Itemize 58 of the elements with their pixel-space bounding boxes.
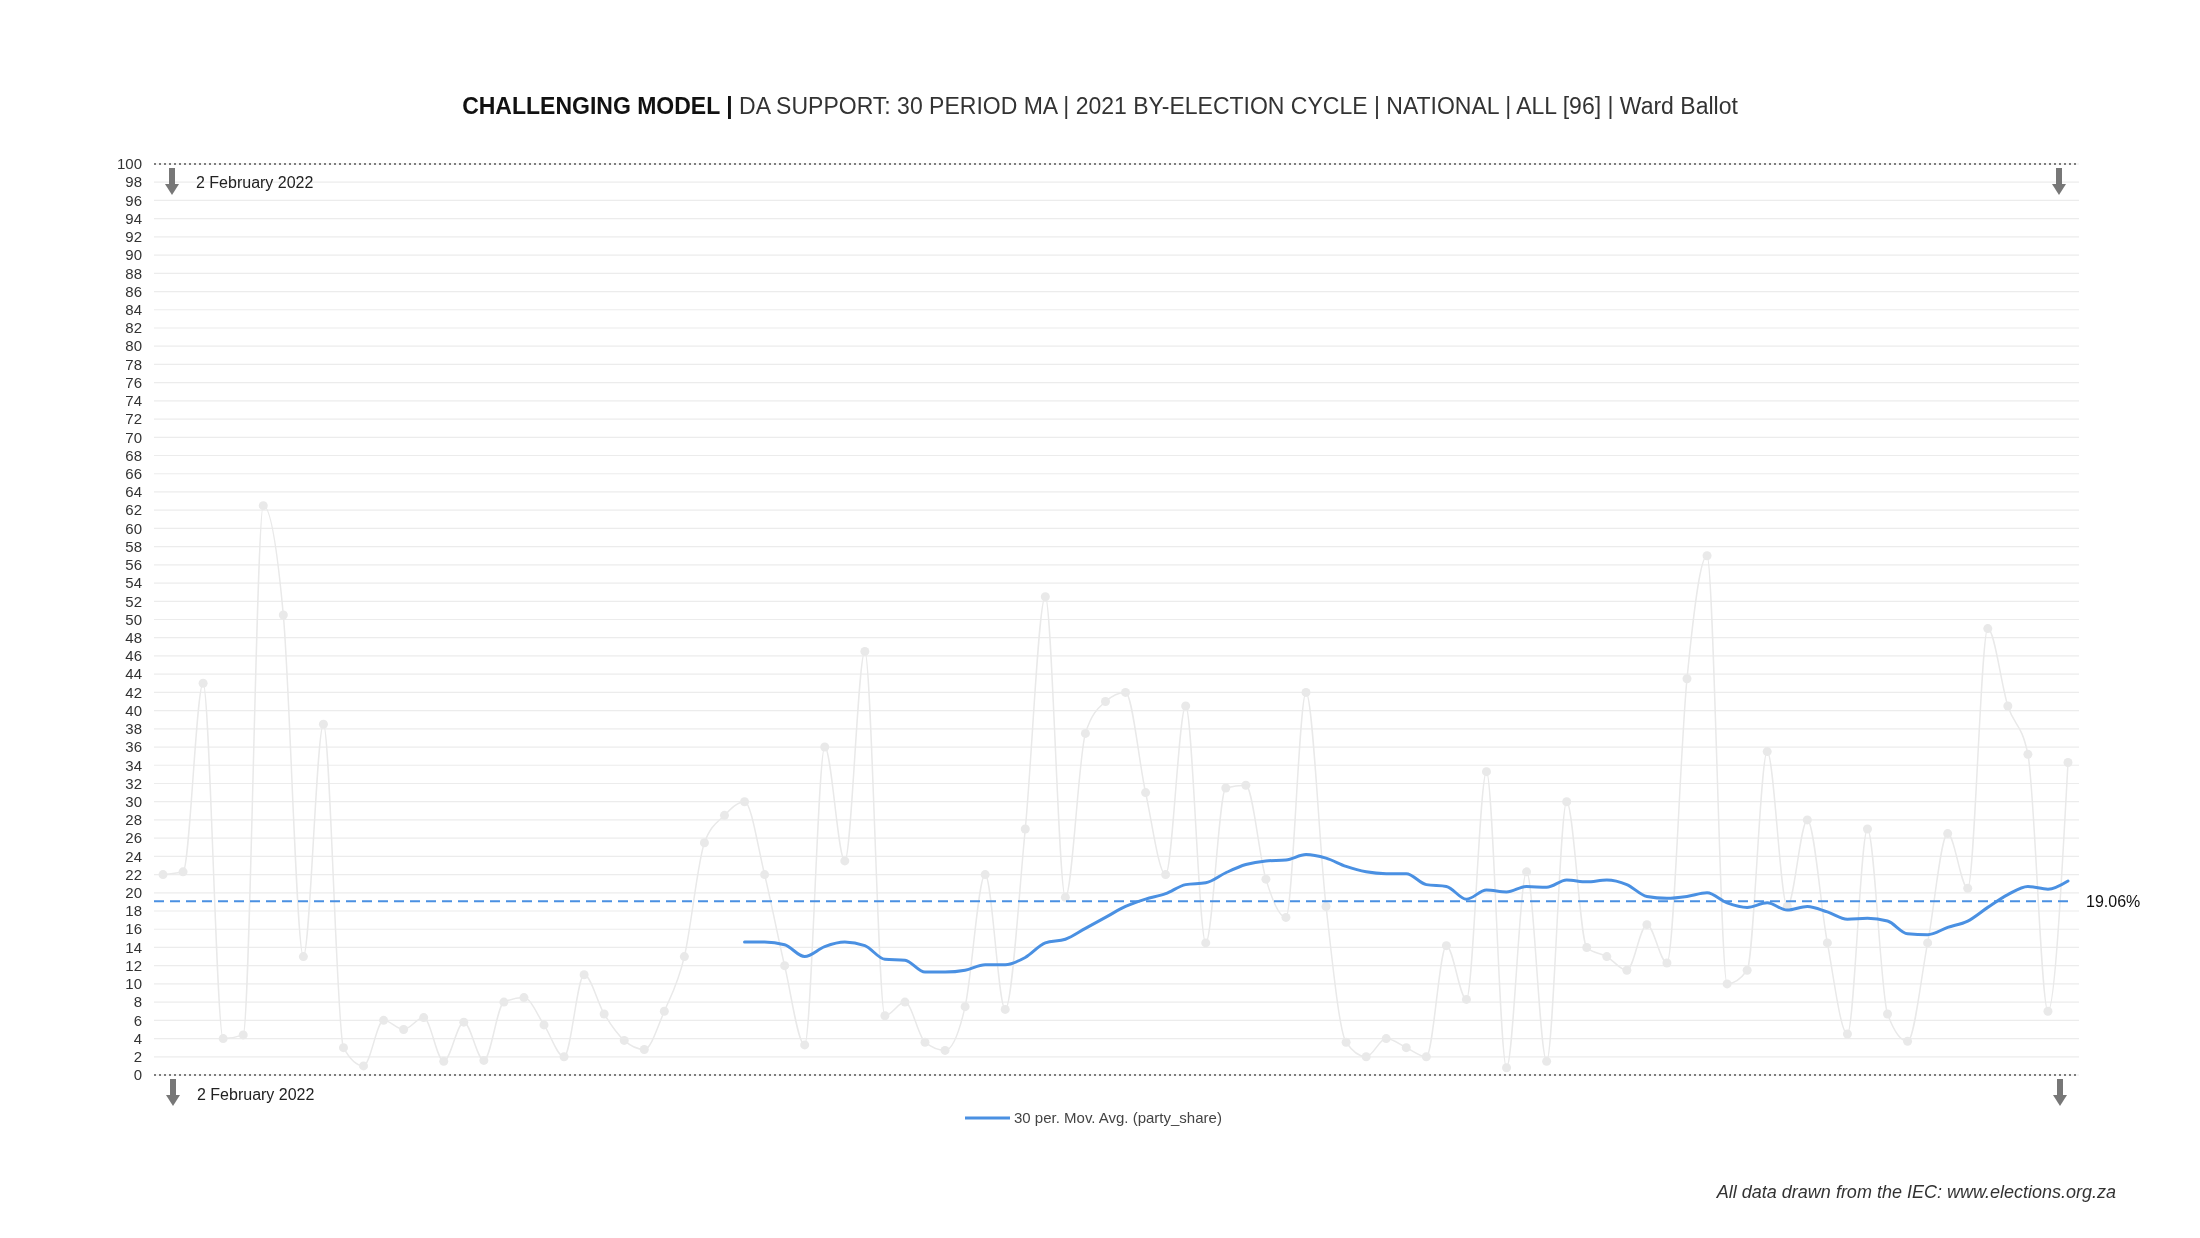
y-tick-label: 54 [125, 574, 142, 592]
y-tick-label: 6 [133, 1011, 142, 1029]
legend-label: 30 per. Mov. Avg. (party_share) [1014, 1109, 1222, 1127]
y-tick-label: 98 [125, 173, 142, 191]
y-tick-label: 32 [125, 774, 142, 792]
y-tick-label: 52 [125, 592, 142, 610]
y-tick-label: 78 [125, 355, 142, 373]
y-tick-label: 86 [125, 282, 142, 300]
y-tick-label: 30 [125, 792, 142, 810]
y-tick-label: 64 [125, 483, 142, 501]
y-tick-label: 94 [125, 209, 142, 227]
y-tick-label: 18 [125, 902, 142, 920]
y-tick-label: 72 [125, 410, 142, 428]
y-tick-label: 88 [125, 264, 142, 282]
y-tick-label: 96 [125, 191, 142, 209]
y-tick-label: 36 [125, 738, 142, 756]
y-tick-label: 62 [125, 501, 142, 519]
y-tick-label: 14 [125, 938, 142, 956]
y-tick-label: 82 [125, 319, 142, 337]
y-tick-label: 80 [125, 337, 142, 355]
y-tick-label: 34 [125, 756, 142, 774]
y-tick-label: 66 [125, 464, 142, 482]
y-tick-label: 38 [125, 720, 142, 738]
y-tick-label: 22 [125, 865, 142, 883]
y-tick-label: 24 [125, 847, 142, 865]
y-tick-label: 28 [125, 811, 142, 829]
chart-subtitle: DA SUPPORT: 30 PERIOD MA | 2021 BY-ELECTION CYCLE | NATIONAL | ALL [96] | Ward Ballot [732, 93, 1739, 119]
y-tick-label: 46 [125, 647, 142, 665]
y-tick-label: 92 [125, 228, 142, 246]
y-tick-label: 84 [125, 301, 142, 319]
y-tick-label: 0 [133, 1066, 142, 1084]
y-tick-label: 100 [116, 155, 142, 173]
y-tick-label: 56 [125, 556, 142, 574]
y-tick-label: 16 [125, 920, 142, 938]
y-tick-label: 68 [125, 446, 142, 464]
y-tick-label: 8 [133, 993, 142, 1011]
y-tick-label: 44 [125, 665, 142, 683]
y-tick-label: 74 [125, 392, 142, 410]
y-tick-label: 2 [133, 1048, 142, 1066]
y-tick-label: 26 [125, 829, 142, 847]
y-tick-label: 20 [125, 884, 142, 902]
chart-title: CHALLENGING MODEL | [462, 93, 733, 119]
y-tick-label: 60 [125, 519, 142, 537]
y-tick-label: 90 [125, 246, 142, 264]
y-tick-label: 40 [125, 701, 142, 719]
y-tick-label: 50 [125, 610, 142, 628]
text: 2 February 2022 [197, 1086, 315, 1103]
y-tick-label: 42 [125, 683, 142, 701]
y-tick-label: 12 [125, 956, 142, 974]
y-tick-label: 58 [125, 537, 142, 555]
y-tick-label: 10 [125, 975, 142, 993]
y-tick-label: 70 [125, 428, 142, 446]
y-tick-label: 4 [133, 1029, 142, 1047]
y-tick-label: 48 [125, 628, 142, 646]
y-tick-label: 76 [125, 373, 142, 391]
ref-line-label: 19.06% [2086, 892, 2141, 910]
text: All data drawn from the IEC: www.elections.org.za [1715, 1182, 2116, 1202]
annotation: 2 February 2022 [196, 174, 314, 191]
